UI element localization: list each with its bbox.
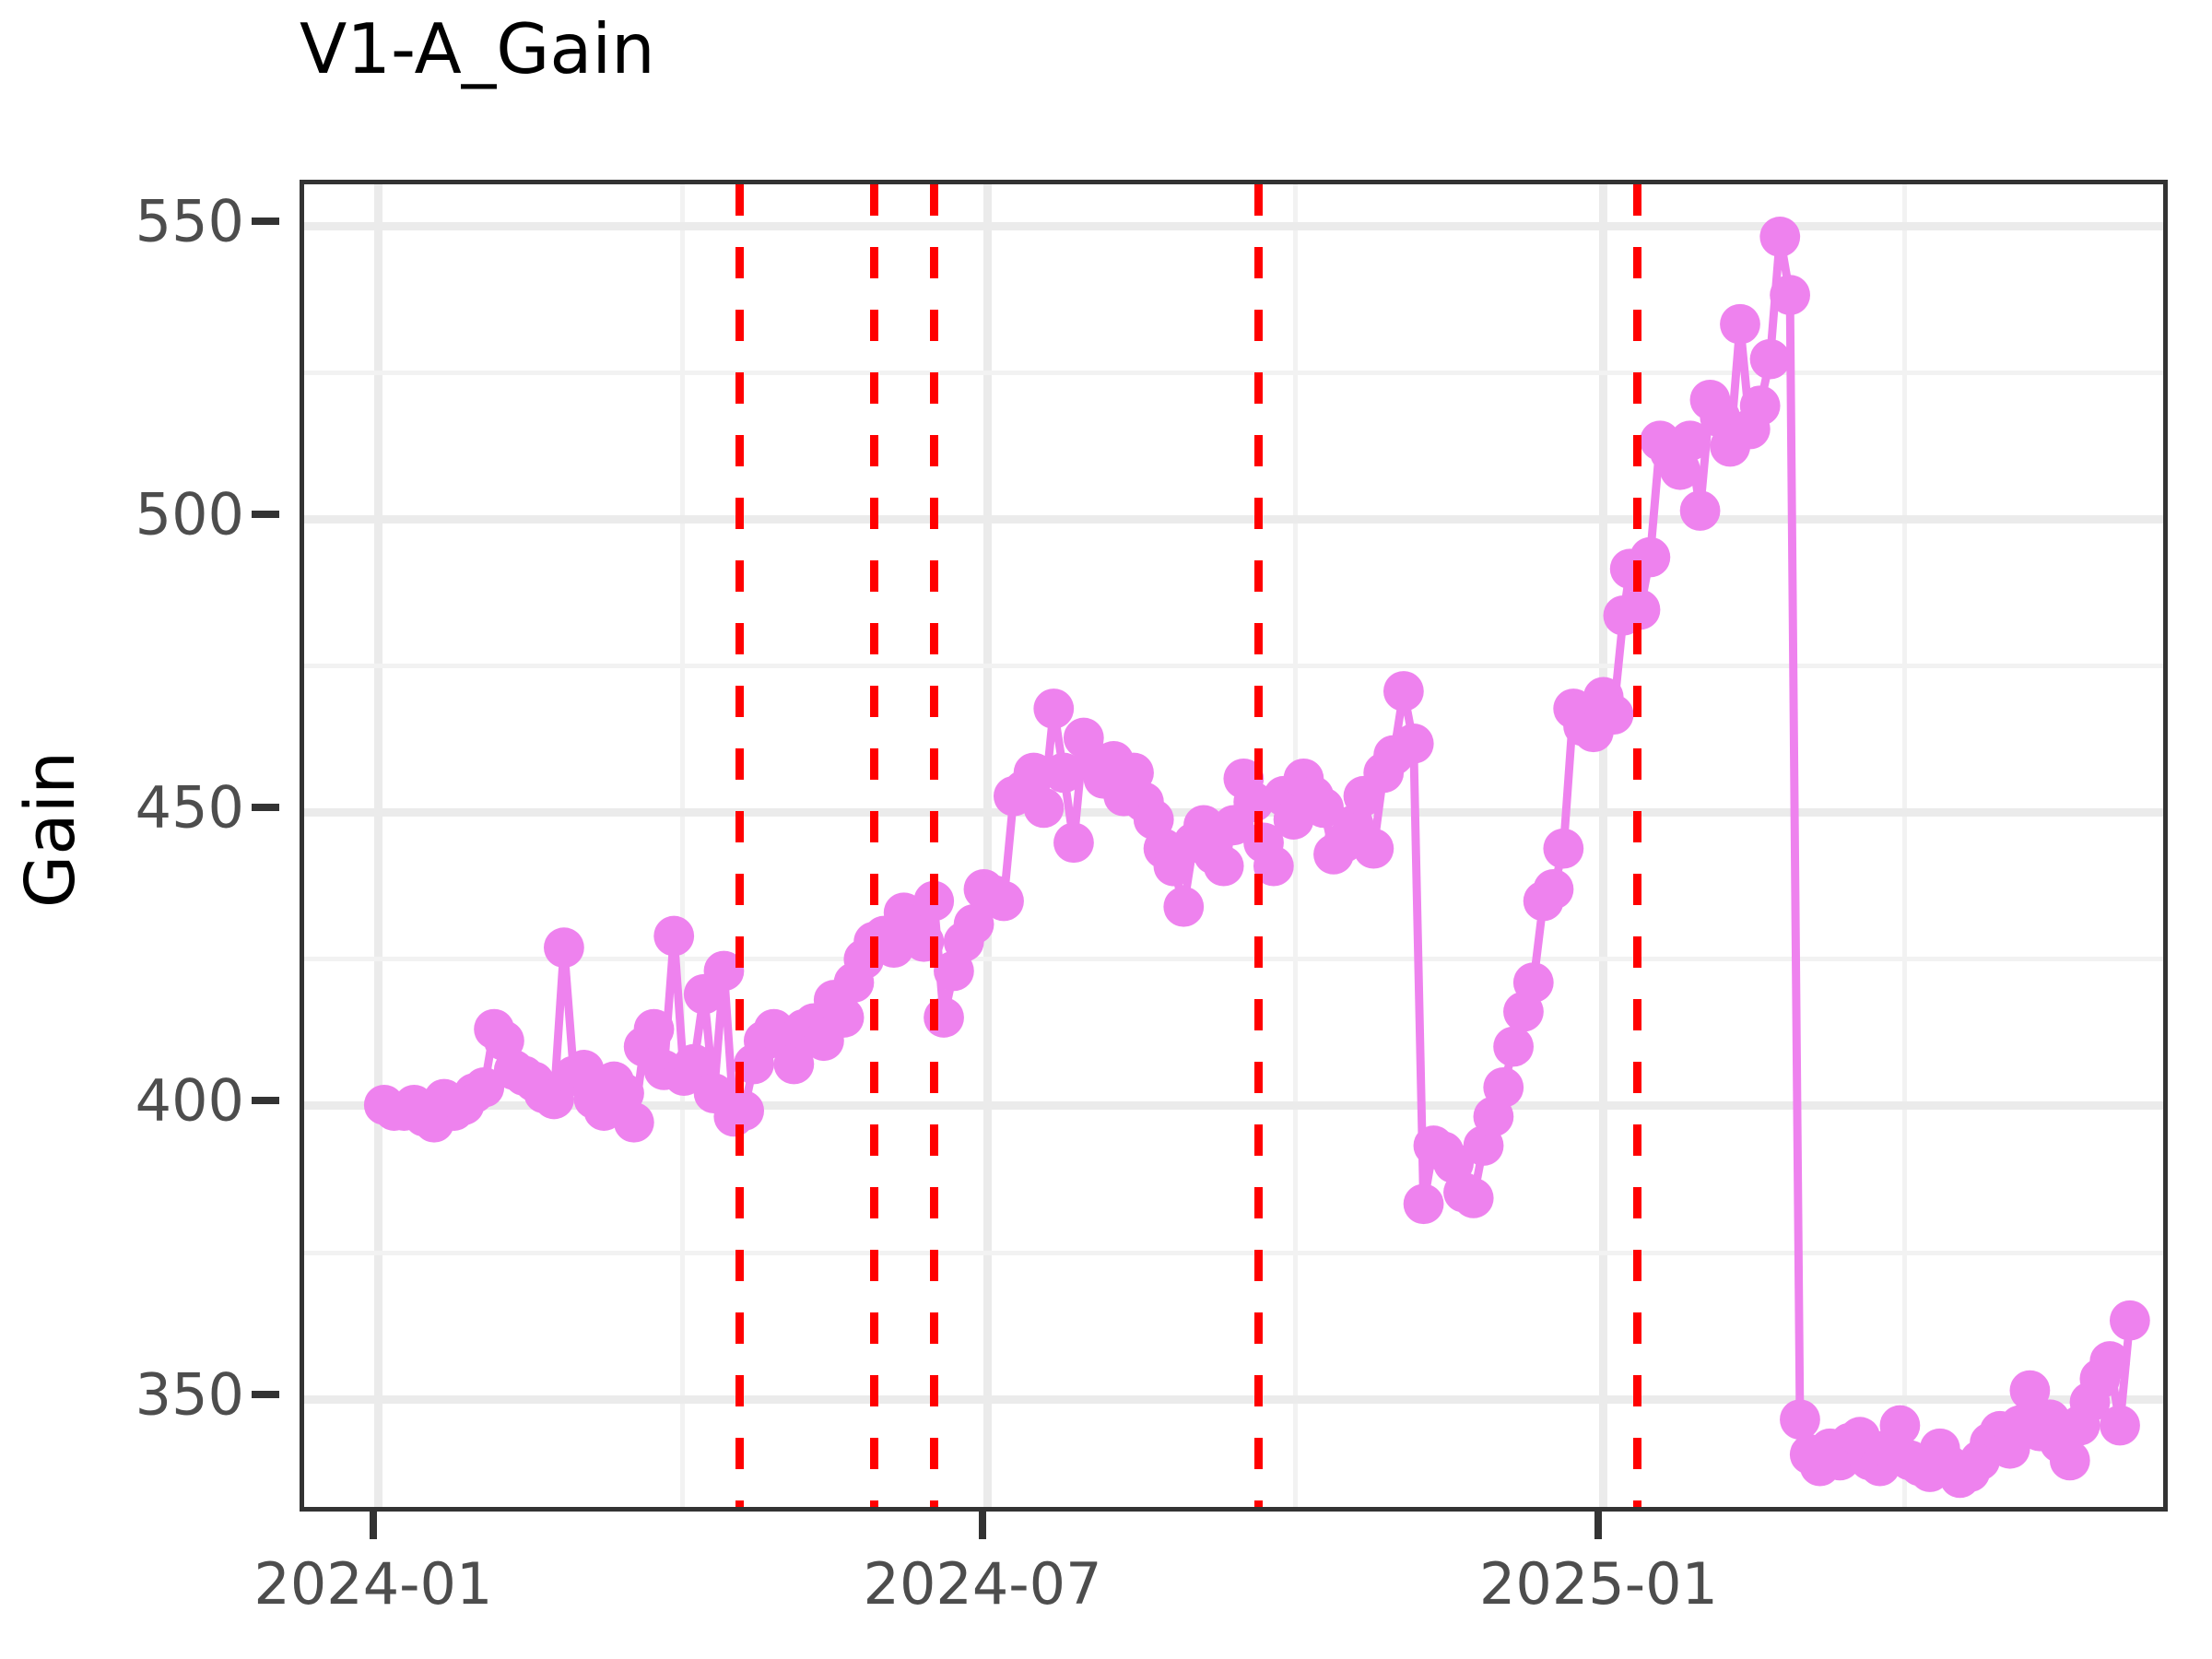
y-tick-mark	[252, 510, 279, 518]
data-point	[1303, 787, 1345, 829]
data-point	[823, 997, 865, 1038]
data-point	[1780, 1399, 1820, 1441]
data-point	[1023, 787, 1065, 829]
data-point	[1493, 1026, 1534, 1067]
data-point	[2009, 1370, 2051, 1411]
gridline-minor-horizontal	[304, 957, 2163, 962]
data-point	[544, 927, 584, 968]
data-point	[1013, 752, 1054, 794]
data-point	[653, 915, 695, 957]
gridline-major-horizontal	[304, 1394, 2163, 1404]
plot-panel	[300, 180, 2168, 1512]
data-point	[1393, 724, 1434, 764]
data-point	[1512, 962, 1554, 1003]
y-tick-label: 400	[135, 1066, 244, 1135]
y-tick-label: 450	[135, 773, 244, 841]
data-point	[2100, 1405, 2140, 1446]
gridline-major-vertical	[373, 184, 382, 1507]
reference-vline	[869, 184, 878, 1507]
x-tick-mark	[979, 1512, 987, 1539]
x-axis-ticks: 2024-01 2024-07 2025-01	[253, 1512, 2168, 1659]
x-tick-label: 2025-01	[1478, 1550, 1718, 1618]
gridline-minor-vertical	[1902, 184, 1908, 1507]
data-point	[1770, 275, 1810, 315]
data-point	[464, 1067, 505, 1108]
data-point	[1353, 828, 1394, 869]
data-point	[2049, 1440, 2090, 1481]
data-point	[633, 1008, 675, 1050]
data-point	[703, 950, 745, 992]
data-point	[1759, 217, 1801, 257]
data-point	[674, 1043, 714, 1085]
data-point	[1253, 845, 1294, 887]
y-tick-mark	[252, 1390, 279, 1398]
data-point	[613, 1101, 654, 1143]
data-point	[1749, 338, 1791, 380]
x-tick-mark	[1594, 1512, 1603, 1539]
gridline-major-vertical	[1599, 184, 1608, 1507]
y-tick-mark	[252, 804, 279, 812]
gridline-major-horizontal	[304, 514, 2163, 524]
gridline-major-horizontal	[304, 1101, 2163, 1111]
data-point	[953, 903, 994, 945]
data-point	[1543, 828, 1584, 869]
data-point	[1033, 688, 1075, 729]
gridline-minor-horizontal	[304, 1250, 2163, 1255]
gain-series	[363, 217, 2150, 1499]
data-point	[1203, 845, 1244, 887]
reference-vline	[1254, 184, 1264, 1507]
data-point	[2089, 1341, 2131, 1382]
gridline-major-horizontal	[304, 221, 2163, 230]
gridline-minor-horizontal	[304, 663, 2163, 668]
y-tick-mark	[252, 1097, 279, 1105]
data-point	[1533, 869, 1574, 910]
data-point	[1593, 694, 1634, 735]
gridline-major-vertical	[983, 184, 993, 1507]
data-point	[983, 880, 1024, 922]
y-axis-ticks: 550 500 450 400 350	[0, 180, 300, 1512]
gridline-minor-vertical	[680, 184, 686, 1507]
reference-vline	[1632, 184, 1641, 1507]
y-tick-label: 550	[135, 187, 244, 255]
data-point	[1382, 671, 1424, 712]
data-point	[1483, 1067, 1524, 1108]
x-tick-mark	[369, 1512, 377, 1539]
gridline-minor-vertical	[1293, 184, 1299, 1507]
data-point	[1879, 1405, 1921, 1446]
data-point	[1720, 303, 1760, 345]
data-point	[773, 1043, 815, 1085]
data-point	[1233, 782, 1275, 822]
reference-vline	[929, 184, 938, 1507]
data-point	[1739, 385, 1781, 427]
data-point	[1453, 1178, 1494, 1218]
data-point	[1403, 1183, 1444, 1225]
gridline-minor-horizontal	[304, 370, 2163, 375]
data-point	[1163, 886, 1205, 927]
data-point	[2109, 1300, 2150, 1341]
data-point	[1053, 822, 1094, 864]
reference-vline	[735, 184, 745, 1507]
x-tick-label: 2024-01	[253, 1550, 493, 1618]
page-title: V1-A_Gain	[300, 8, 655, 89]
data-point	[1679, 490, 1721, 531]
y-tick-label: 500	[135, 480, 244, 548]
data-point	[1669, 420, 1711, 462]
x-tick-label: 2024-07	[863, 1550, 1102, 1618]
y-tick-mark	[252, 217, 279, 225]
y-tick-label: 350	[135, 1360, 244, 1429]
